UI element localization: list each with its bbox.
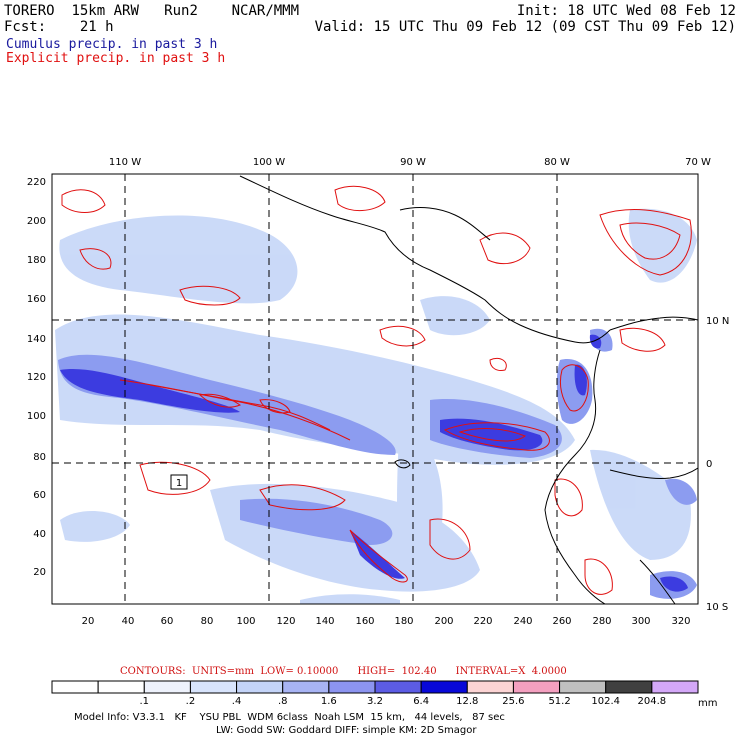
lat-labels: 10 N 0 10 S — [706, 316, 729, 613]
y-tick-label: 40 — [33, 529, 46, 540]
valid-time: Valid: 15 UTC Thu 09 Feb 12 (09 CST Thu … — [314, 19, 736, 35]
colorbar-swatch — [236, 680, 284, 694]
x-tick-label: 180 — [394, 616, 413, 627]
x-tick-label: 300 — [631, 616, 650, 627]
lon-label: 70 W — [685, 157, 711, 168]
coastlines — [239, 175, 698, 604]
explicit-field-label: Explicit precip. in past 3 h — [6, 51, 226, 66]
x-tick-label: 320 — [671, 616, 690, 627]
x-tick-label: 20 — [82, 616, 95, 627]
y-tick-label: 60 — [33, 490, 46, 501]
colorbar-swatch — [651, 680, 699, 694]
init-time: Init: 18 UTC Wed 08 Feb 12 — [516, 3, 736, 19]
contour-info: CONTOURS: UNITS=mm LOW= 0.10000 HIGH= 10… — [120, 666, 567, 677]
x-tick-label: 80 — [201, 616, 214, 627]
colorbar-label: 25.6 — [502, 696, 524, 707]
map-frame — [51, 173, 699, 605]
colorbar-labels: .1 .2 .4 .8 1.6 3.2 6.4 12.8 25.6 51.2 102.4 204.8 — [140, 696, 667, 707]
colorbar-swatch — [420, 680, 468, 694]
x-tick-label: 240 — [513, 616, 532, 627]
precip-fields — [55, 186, 697, 604]
model-info: Model Info: V3.3.1 KF YSU PBL WDM 6class… — [74, 712, 505, 723]
colorbar-swatch — [189, 680, 238, 694]
header-line-1: TORERO 15km ARW Run2 NCAR/MMM — [4, 4, 299, 18]
colorbar — [51, 680, 699, 694]
colorbar-label: 12.8 — [456, 696, 478, 707]
x-tick-label: 120 — [276, 616, 295, 627]
colorbar-swatch — [282, 680, 330, 694]
cumulus-field-label: Cumulus precip. in past 3 h — [6, 37, 218, 52]
colorbar-label: 3.2 — [367, 696, 383, 707]
x-tick-label: 160 — [355, 616, 374, 627]
y-tick-label: 160 — [27, 294, 46, 305]
y-tick-label: 20 — [33, 567, 46, 578]
lon-label: 100 W — [253, 157, 285, 168]
colorbar-swatch — [605, 680, 653, 694]
lat-label: 0 — [706, 459, 712, 470]
colorbar-label: 1.6 — [321, 696, 337, 707]
x-tick-label: 40 — [122, 616, 135, 627]
colorbar-swatch — [143, 680, 191, 694]
box-marker — [170, 474, 188, 490]
x-tick-label: 60 — [161, 616, 174, 627]
y-tick-label: 100 — [27, 411, 46, 422]
colorbar-label: .2 — [186, 696, 196, 707]
colorbar-swatch — [559, 680, 607, 694]
colorbar-label: .8 — [278, 696, 288, 707]
run-label: Run2 — [164, 3, 198, 19]
physics-info: LW: Godd SW: Goddard DIFF: simple KM: 2D… — [216, 725, 477, 736]
lon-label: 90 W — [400, 157, 426, 168]
lat-label: 10 N — [706, 316, 729, 327]
colorbar-label: 51.2 — [548, 696, 570, 707]
x-tick-label: 140 — [315, 616, 334, 627]
forecast-value: 21 h — [79, 19, 114, 35]
model-resolution: 15km ARW — [71, 3, 139, 19]
colorbar-label: .4 — [232, 696, 242, 707]
forecast-label: Fcst: — [4, 19, 47, 35]
model-name: TORERO — [4, 3, 55, 19]
x-tick-label: 200 — [434, 616, 453, 627]
y-tick-label: 120 — [27, 372, 46, 383]
colorbar-swatch — [512, 680, 561, 694]
colorbar-label: .1 — [140, 696, 150, 707]
forecast-hour: Fcst: 21 h — [4, 20, 114, 34]
colorbar-label: 204.8 — [638, 696, 667, 707]
y-tick-label: 180 — [27, 255, 46, 266]
colorbar-unit: mm — [698, 698, 717, 709]
x-tick-labels: 20 40 60 80 100 120 140 160 180 200 220 … — [82, 616, 691, 627]
colorbar-label: 6.4 — [413, 696, 429, 707]
organization: NCAR/MMM — [231, 3, 300, 19]
x-tick-label: 100 — [236, 616, 255, 627]
box-marker-label: 1 — [176, 478, 182, 489]
y-tick-label: 80 — [33, 452, 46, 463]
y-tick-label: 220 — [27, 177, 46, 188]
colorbar-swatch — [97, 680, 145, 694]
explicit-contours — [61, 186, 692, 595]
colorbar-swatch — [374, 680, 422, 694]
x-tick-label: 260 — [552, 616, 571, 627]
y-tick-label: 200 — [27, 216, 46, 227]
colorbar-swatch — [466, 680, 514, 694]
colorbar-swatch — [328, 680, 376, 694]
x-tick-label: 280 — [592, 616, 611, 627]
y-tick-labels: 20 40 60 80 100 120 140 160 180 200 220 — [27, 177, 46, 578]
lon-label: 80 W — [544, 157, 570, 168]
lat-label: 10 S — [706, 602, 728, 613]
lon-label: 110 W — [109, 157, 141, 168]
lon-labels: 110 W 100 W 90 W 80 W 70 W — [109, 157, 711, 168]
colorbar-swatch — [51, 680, 99, 694]
y-tick-label: 140 — [27, 334, 46, 345]
x-tick-label: 220 — [473, 616, 492, 627]
colorbar-label: 102.4 — [591, 696, 620, 707]
